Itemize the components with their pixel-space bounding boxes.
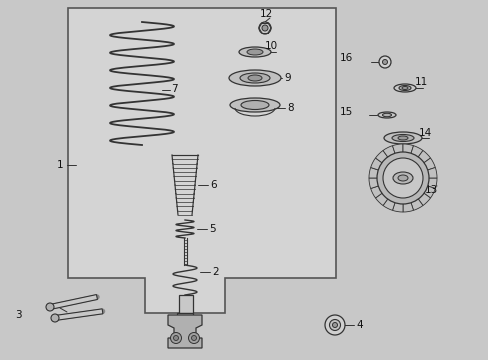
Text: 15: 15 (339, 107, 352, 117)
Circle shape (382, 59, 386, 64)
Wedge shape (370, 158, 402, 178)
Text: 13: 13 (424, 185, 437, 195)
Ellipse shape (391, 135, 413, 141)
Wedge shape (402, 167, 436, 178)
Wedge shape (402, 178, 436, 189)
Ellipse shape (239, 47, 270, 57)
Wedge shape (392, 178, 402, 212)
Wedge shape (402, 146, 422, 178)
Text: 6: 6 (209, 180, 216, 190)
Ellipse shape (392, 172, 412, 184)
Ellipse shape (228, 70, 281, 86)
Wedge shape (402, 178, 422, 210)
Circle shape (376, 152, 428, 204)
Circle shape (173, 336, 178, 341)
Circle shape (259, 22, 270, 34)
Wedge shape (382, 146, 402, 178)
Circle shape (325, 315, 345, 335)
Wedge shape (402, 178, 434, 198)
Text: 12: 12 (260, 9, 273, 19)
Circle shape (262, 25, 267, 31)
Ellipse shape (387, 169, 417, 187)
Text: 9: 9 (284, 73, 290, 83)
Text: 2: 2 (212, 267, 218, 277)
Wedge shape (402, 158, 434, 178)
Ellipse shape (377, 112, 395, 118)
Text: 5: 5 (208, 224, 215, 234)
Wedge shape (368, 178, 402, 189)
Circle shape (170, 333, 181, 343)
Text: 11: 11 (414, 77, 427, 87)
Text: 3: 3 (15, 310, 22, 320)
Ellipse shape (398, 85, 410, 90)
Ellipse shape (240, 73, 269, 83)
Ellipse shape (393, 84, 415, 92)
Wedge shape (402, 150, 429, 178)
Ellipse shape (401, 86, 407, 90)
Ellipse shape (382, 113, 391, 117)
Text: 8: 8 (286, 103, 293, 113)
Wedge shape (368, 167, 402, 178)
Circle shape (188, 333, 199, 343)
Text: 14: 14 (418, 128, 431, 138)
Text: 10: 10 (264, 41, 278, 51)
Wedge shape (402, 178, 413, 212)
Circle shape (191, 336, 196, 341)
Circle shape (46, 303, 54, 311)
Circle shape (329, 320, 340, 330)
Wedge shape (375, 150, 402, 178)
Ellipse shape (229, 98, 280, 112)
FancyBboxPatch shape (177, 313, 193, 325)
FancyBboxPatch shape (179, 295, 193, 313)
Polygon shape (68, 8, 335, 313)
Circle shape (382, 158, 422, 198)
Text: 7: 7 (171, 84, 177, 94)
Circle shape (51, 314, 59, 322)
Circle shape (332, 323, 337, 328)
Text: 1: 1 (56, 160, 63, 170)
Polygon shape (55, 309, 102, 320)
Ellipse shape (397, 136, 407, 140)
Text: 16: 16 (339, 53, 352, 63)
Wedge shape (402, 144, 413, 178)
Ellipse shape (246, 49, 263, 55)
Polygon shape (49, 294, 97, 310)
Ellipse shape (241, 100, 268, 109)
Wedge shape (382, 178, 402, 210)
Ellipse shape (247, 75, 262, 81)
Wedge shape (402, 178, 429, 206)
Ellipse shape (397, 175, 407, 181)
Wedge shape (370, 178, 402, 198)
Ellipse shape (383, 132, 421, 144)
Text: 4: 4 (355, 320, 362, 330)
Wedge shape (392, 144, 402, 178)
Circle shape (378, 56, 390, 68)
Polygon shape (168, 315, 202, 348)
Wedge shape (375, 178, 402, 206)
